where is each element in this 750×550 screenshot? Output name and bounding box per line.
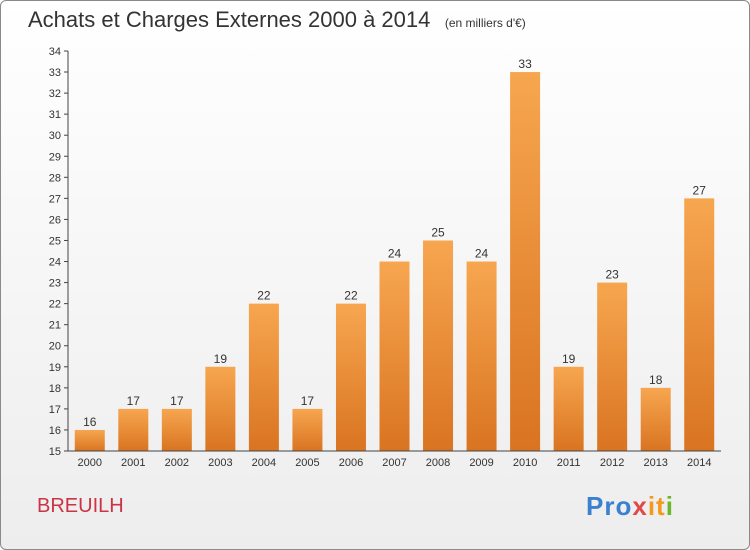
- y-tick-label: 34: [49, 46, 61, 58]
- x-tick-label: 2008: [426, 457, 450, 469]
- bar: [205, 366, 236, 451]
- x-tick-label: 2012: [600, 457, 624, 469]
- bar-value-label: 17: [301, 394, 315, 408]
- logo-part: Pro: [586, 491, 633, 521]
- y-tick-label: 18: [49, 383, 61, 395]
- bar: [335, 303, 366, 451]
- bar: [379, 261, 410, 451]
- y-tick-label: 16: [49, 425, 61, 437]
- x-tick-label: 2007: [382, 457, 406, 469]
- commune-name: BREUILH: [37, 495, 124, 517]
- bar-value-label: 16: [83, 415, 97, 429]
- x-tick-label: 2010: [513, 457, 537, 469]
- bar-value-label: 24: [388, 247, 402, 261]
- bar: [597, 282, 628, 451]
- x-tick-label: 2009: [469, 457, 493, 469]
- y-tick-label: 32: [49, 88, 61, 100]
- proxiti-logo[interactable]: Proxiti: [586, 491, 674, 522]
- bar: [684, 198, 715, 451]
- y-tick-label: 27: [49, 193, 61, 205]
- bar: [553, 366, 584, 451]
- y-tick-label: 31: [49, 109, 61, 121]
- y-tick-label: 24: [49, 257, 61, 269]
- bar-value-label: 23: [605, 268, 619, 282]
- x-tick-label: 2014: [687, 457, 711, 469]
- y-tick-label: 23: [49, 278, 61, 290]
- y-tick-label: 29: [49, 151, 61, 163]
- bar-value-label: 25: [431, 225, 445, 239]
- bar: [423, 240, 454, 451]
- logo-part: it: [647, 491, 666, 521]
- bar: [74, 429, 105, 451]
- y-tick-label: 15: [49, 446, 61, 458]
- y-tick-label: 19: [49, 362, 61, 374]
- x-tick-label: 2001: [121, 457, 145, 469]
- bar: [118, 408, 149, 451]
- y-tick-label: 17: [49, 404, 61, 416]
- logo-part: x: [632, 491, 648, 521]
- bar: [510, 72, 541, 451]
- bar: [248, 303, 279, 451]
- bar-value-label: 22: [344, 289, 358, 303]
- bar: [161, 408, 192, 451]
- y-tick-label: 33: [49, 67, 61, 79]
- bar-value-label: 27: [693, 183, 707, 197]
- bar-value-label: 22: [257, 289, 271, 303]
- bar-value-label: 17: [127, 394, 141, 408]
- chart-units: (en milliers d'€): [444, 16, 526, 30]
- x-tick-label: 2004: [252, 457, 276, 469]
- x-tick-label: 2000: [78, 457, 102, 469]
- bar-value-label: 17: [170, 394, 184, 408]
- bar-value-label: 19: [562, 352, 576, 366]
- y-tick-label: 21: [49, 320, 61, 332]
- bar-value-label: 19: [214, 352, 228, 366]
- y-tick-label: 22: [49, 299, 61, 311]
- bar-value-label: 18: [649, 373, 663, 387]
- x-tick-label: 2005: [295, 457, 319, 469]
- x-tick-label: 2006: [339, 457, 363, 469]
- y-tick-label: 25: [49, 235, 61, 247]
- y-tick-label: 20: [49, 341, 61, 353]
- x-tick-label: 2013: [643, 457, 667, 469]
- bar-value-label: 33: [518, 57, 532, 71]
- y-tick-label: 30: [49, 130, 61, 142]
- bar: [640, 387, 671, 451]
- title-row: Achats et Charges Externes 2000 à 2014 (…: [28, 7, 526, 33]
- logo-part: i: [665, 491, 674, 521]
- chart-title: Achats et Charges Externes 2000 à 2014: [28, 7, 431, 32]
- y-tick-label: 28: [49, 172, 61, 184]
- bar-value-label: 24: [475, 247, 489, 261]
- bar: [292, 408, 323, 451]
- x-tick-label: 2002: [165, 457, 189, 469]
- x-tick-label: 2011: [557, 457, 581, 469]
- x-tick-label: 2003: [208, 457, 232, 469]
- y-tick-label: 26: [49, 214, 61, 226]
- bar: [466, 261, 497, 451]
